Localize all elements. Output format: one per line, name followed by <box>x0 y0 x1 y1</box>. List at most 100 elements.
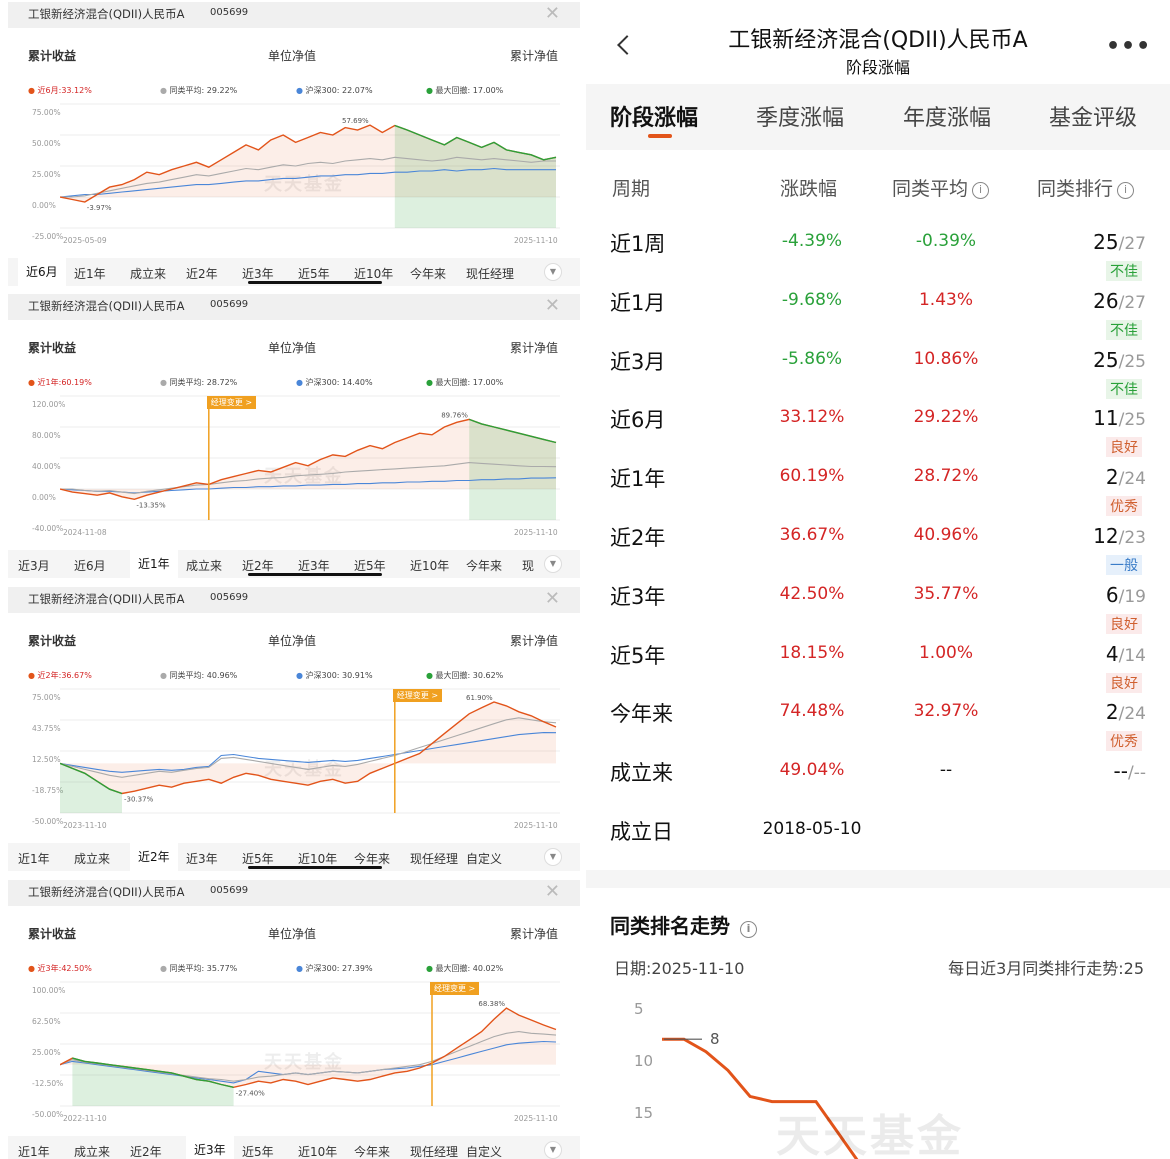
panel-tab[interactable]: 累计收益 <box>28 341 77 355</box>
period-tab[interactable]: 现任经理 <box>410 1145 459 1159</box>
panel-tab[interactable]: 单位净值 <box>268 927 317 941</box>
period-tab[interactable]: 近2年 <box>130 843 178 871</box>
panel-fund-title: 工银新经济混合(QDII)人民币A <box>28 885 185 899</box>
info-icon[interactable]: i <box>740 921 757 938</box>
legend-fund[interactable]: ● 近6月:33.12% <box>28 85 92 96</box>
manager-change-flag[interactable]: 经理变更 > <box>430 982 480 995</box>
period-tab[interactable]: 近2年 <box>130 1145 162 1159</box>
chart-panel: 工银新经济混合(QDII)人民币A 005699 ✕ 累计收益 单位净值 累计净值 ● 近6… <box>8 2 580 294</box>
period-tab[interactable]: 近1年 <box>74 267 106 281</box>
period-tab[interactable]: 成立来 <box>74 1145 111 1159</box>
period-tab[interactable]: 现任经理 <box>410 852 459 866</box>
rank-value: -- <box>1113 759 1128 784</box>
period-tab[interactable]: 今年来 <box>354 1145 391 1159</box>
period-tab[interactable]: 今年来 <box>410 267 447 281</box>
legend-drawdown[interactable]: ● 最大回撤: 17.00% <box>426 377 503 388</box>
period-tab[interactable]: 近3年 <box>298 559 330 573</box>
legend-peer[interactable]: ● 同类平均: 40.96% <box>160 670 237 681</box>
chevron-down-icon[interactable]: ▼ <box>544 555 562 573</box>
legend-drawdown[interactable]: ● 最大回撤: 17.00% <box>426 85 503 96</box>
chevron-down-icon[interactable]: ▼ <box>544 263 562 281</box>
panel-tab[interactable]: 累计净值 <box>510 634 559 648</box>
manager-change-flag[interactable]: 经理变更 > <box>206 396 257 409</box>
legend-dot-icon: ● <box>160 378 170 387</box>
chevron-down-icon[interactable]: ▼ <box>544 1141 562 1159</box>
period-tab[interactable]: 近3月 <box>18 559 50 573</box>
panel-tab[interactable]: 单位净值 <box>268 634 317 648</box>
panel-tab[interactable]: 单位净值 <box>268 49 317 63</box>
panel-tab[interactable]: 累计净值 <box>510 49 559 63</box>
period-tab[interactable]: 现任经理 <box>466 267 515 281</box>
manager-change-flag[interactable]: 经理变更 > <box>392 689 443 702</box>
period-tab[interactable]: 近3年 <box>186 1136 234 1159</box>
period-tab[interactable]: 近3年 <box>242 267 274 281</box>
rank-total: 27 <box>1124 234 1146 254</box>
legend-fund[interactable]: ● 近2年:36.67% <box>28 670 92 681</box>
legend-index[interactable]: ● 沪深300: 14.40% <box>296 377 373 388</box>
close-icon[interactable]: ✕ <box>544 588 560 609</box>
period-tab[interactable]: 近5年 <box>242 852 274 866</box>
legend-drawdown[interactable]: ● 最大回撤: 30.62% <box>426 670 503 681</box>
panel-tab[interactable]: 累计收益 <box>28 49 77 63</box>
period-tab[interactable]: 近10年 <box>298 1145 338 1159</box>
panel-tab[interactable]: 累计收益 <box>28 927 77 941</box>
row-peer-rank: 11/25 <box>1093 406 1146 430</box>
panel-fund-title: 工银新经济混合(QDII)人民币A <box>28 592 185 606</box>
more-options-icon[interactable]: ••• <box>1106 34 1152 59</box>
row-peer-avg: 10.86% <box>913 348 979 369</box>
tab-annual-gain[interactable]: 年度涨幅 <box>903 106 992 131</box>
period-tab[interactable]: 近1年 <box>18 1145 50 1159</box>
legend-peer[interactable]: ● 同类平均: 35.77% <box>160 963 237 974</box>
period-tab[interactable]: 近10年 <box>410 559 450 573</box>
period-tab[interactable]: 近10年 <box>298 852 338 866</box>
panel-tab[interactable]: 单位净值 <box>268 341 317 355</box>
period-tab[interactable]: 近1年 <box>18 852 50 866</box>
close-icon[interactable]: ✕ <box>544 3 560 24</box>
legend-drawdown[interactable]: ● 最大回撤: 40.02% <box>426 963 503 974</box>
period-tab[interactable]: 今年来 <box>466 559 503 573</box>
period-tab[interactable]: 近5年 <box>242 1145 274 1159</box>
period-tab[interactable]: 近5年 <box>354 559 386 573</box>
legend-index[interactable]: ● 沪深300: 27.39% <box>296 963 373 974</box>
legend-peer[interactable]: ● 同类平均: 28.72% <box>160 377 237 388</box>
period-tab[interactable]: 近1年 <box>130 550 178 578</box>
rank-value: 25 <box>1093 347 1119 372</box>
row-peer-rank: --/-- <box>1114 759 1146 783</box>
close-icon[interactable]: ✕ <box>544 881 560 902</box>
close-icon[interactable]: ✕ <box>544 295 560 316</box>
period-tab[interactable]: 今年来 <box>354 852 391 866</box>
legend-fund[interactable]: ● 近1年:60.19% <box>28 377 92 388</box>
period-tab[interactable]: 成立来 <box>130 267 167 281</box>
period-tab[interactable]: 近3年 <box>186 852 218 866</box>
legend-index[interactable]: ● 沪深300: 22.07% <box>296 85 373 96</box>
period-tab[interactable]: 自定义 <box>466 852 503 866</box>
info-icon[interactable]: i <box>1117 182 1135 199</box>
info-icon[interactable]: i <box>972 182 990 199</box>
row-period: 成立来 <box>610 761 673 786</box>
chevron-down-icon[interactable]: ▼ <box>544 848 562 866</box>
tab-stage-gain[interactable]: 阶段涨幅 <box>610 106 699 131</box>
legend-peer[interactable]: ● 同类平均: 29.22% <box>160 85 237 96</box>
period-tab[interactable]: 近2年 <box>242 559 274 573</box>
panel-header: 工银新经济混合(QDII)人民币A 005699 ✕ <box>8 587 580 613</box>
tab-fund-rating[interactable]: 基金评级 <box>1049 106 1138 131</box>
panel-tab[interactable]: 累计净值 <box>510 341 559 355</box>
legend-index[interactable]: ● 沪深300: 30.91% <box>296 670 373 681</box>
tab-quarterly-gain[interactable]: 季度涨幅 <box>756 106 845 131</box>
panel-tab[interactable]: 累计净值 <box>510 927 559 941</box>
start-date: 2024-11-08 <box>63 528 107 537</box>
panel-tab[interactable]: 累计收益 <box>28 634 77 648</box>
period-tab[interactable]: 近10年 <box>354 267 394 281</box>
period-tab[interactable]: 成立来 <box>186 559 223 573</box>
period-tab[interactable]: 近6月 <box>18 258 66 286</box>
period-tab[interactable]: 自定义 <box>466 1145 503 1159</box>
period-tab[interactable]: 现 <box>522 559 535 573</box>
scroll-indicator <box>248 281 382 284</box>
period-tab[interactable]: 近2年 <box>186 267 218 281</box>
row-period: 近1月 <box>610 290 666 315</box>
main-tabbar: 阶段涨幅 季度涨幅 年度涨幅 基金评级 <box>586 84 1170 150</box>
period-tab[interactable]: 近5年 <box>298 267 330 281</box>
period-tab[interactable]: 成立来 <box>74 852 111 866</box>
legend-fund[interactable]: ● 近3年:42.50% <box>28 963 92 974</box>
period-tab[interactable]: 近6月 <box>74 559 106 573</box>
